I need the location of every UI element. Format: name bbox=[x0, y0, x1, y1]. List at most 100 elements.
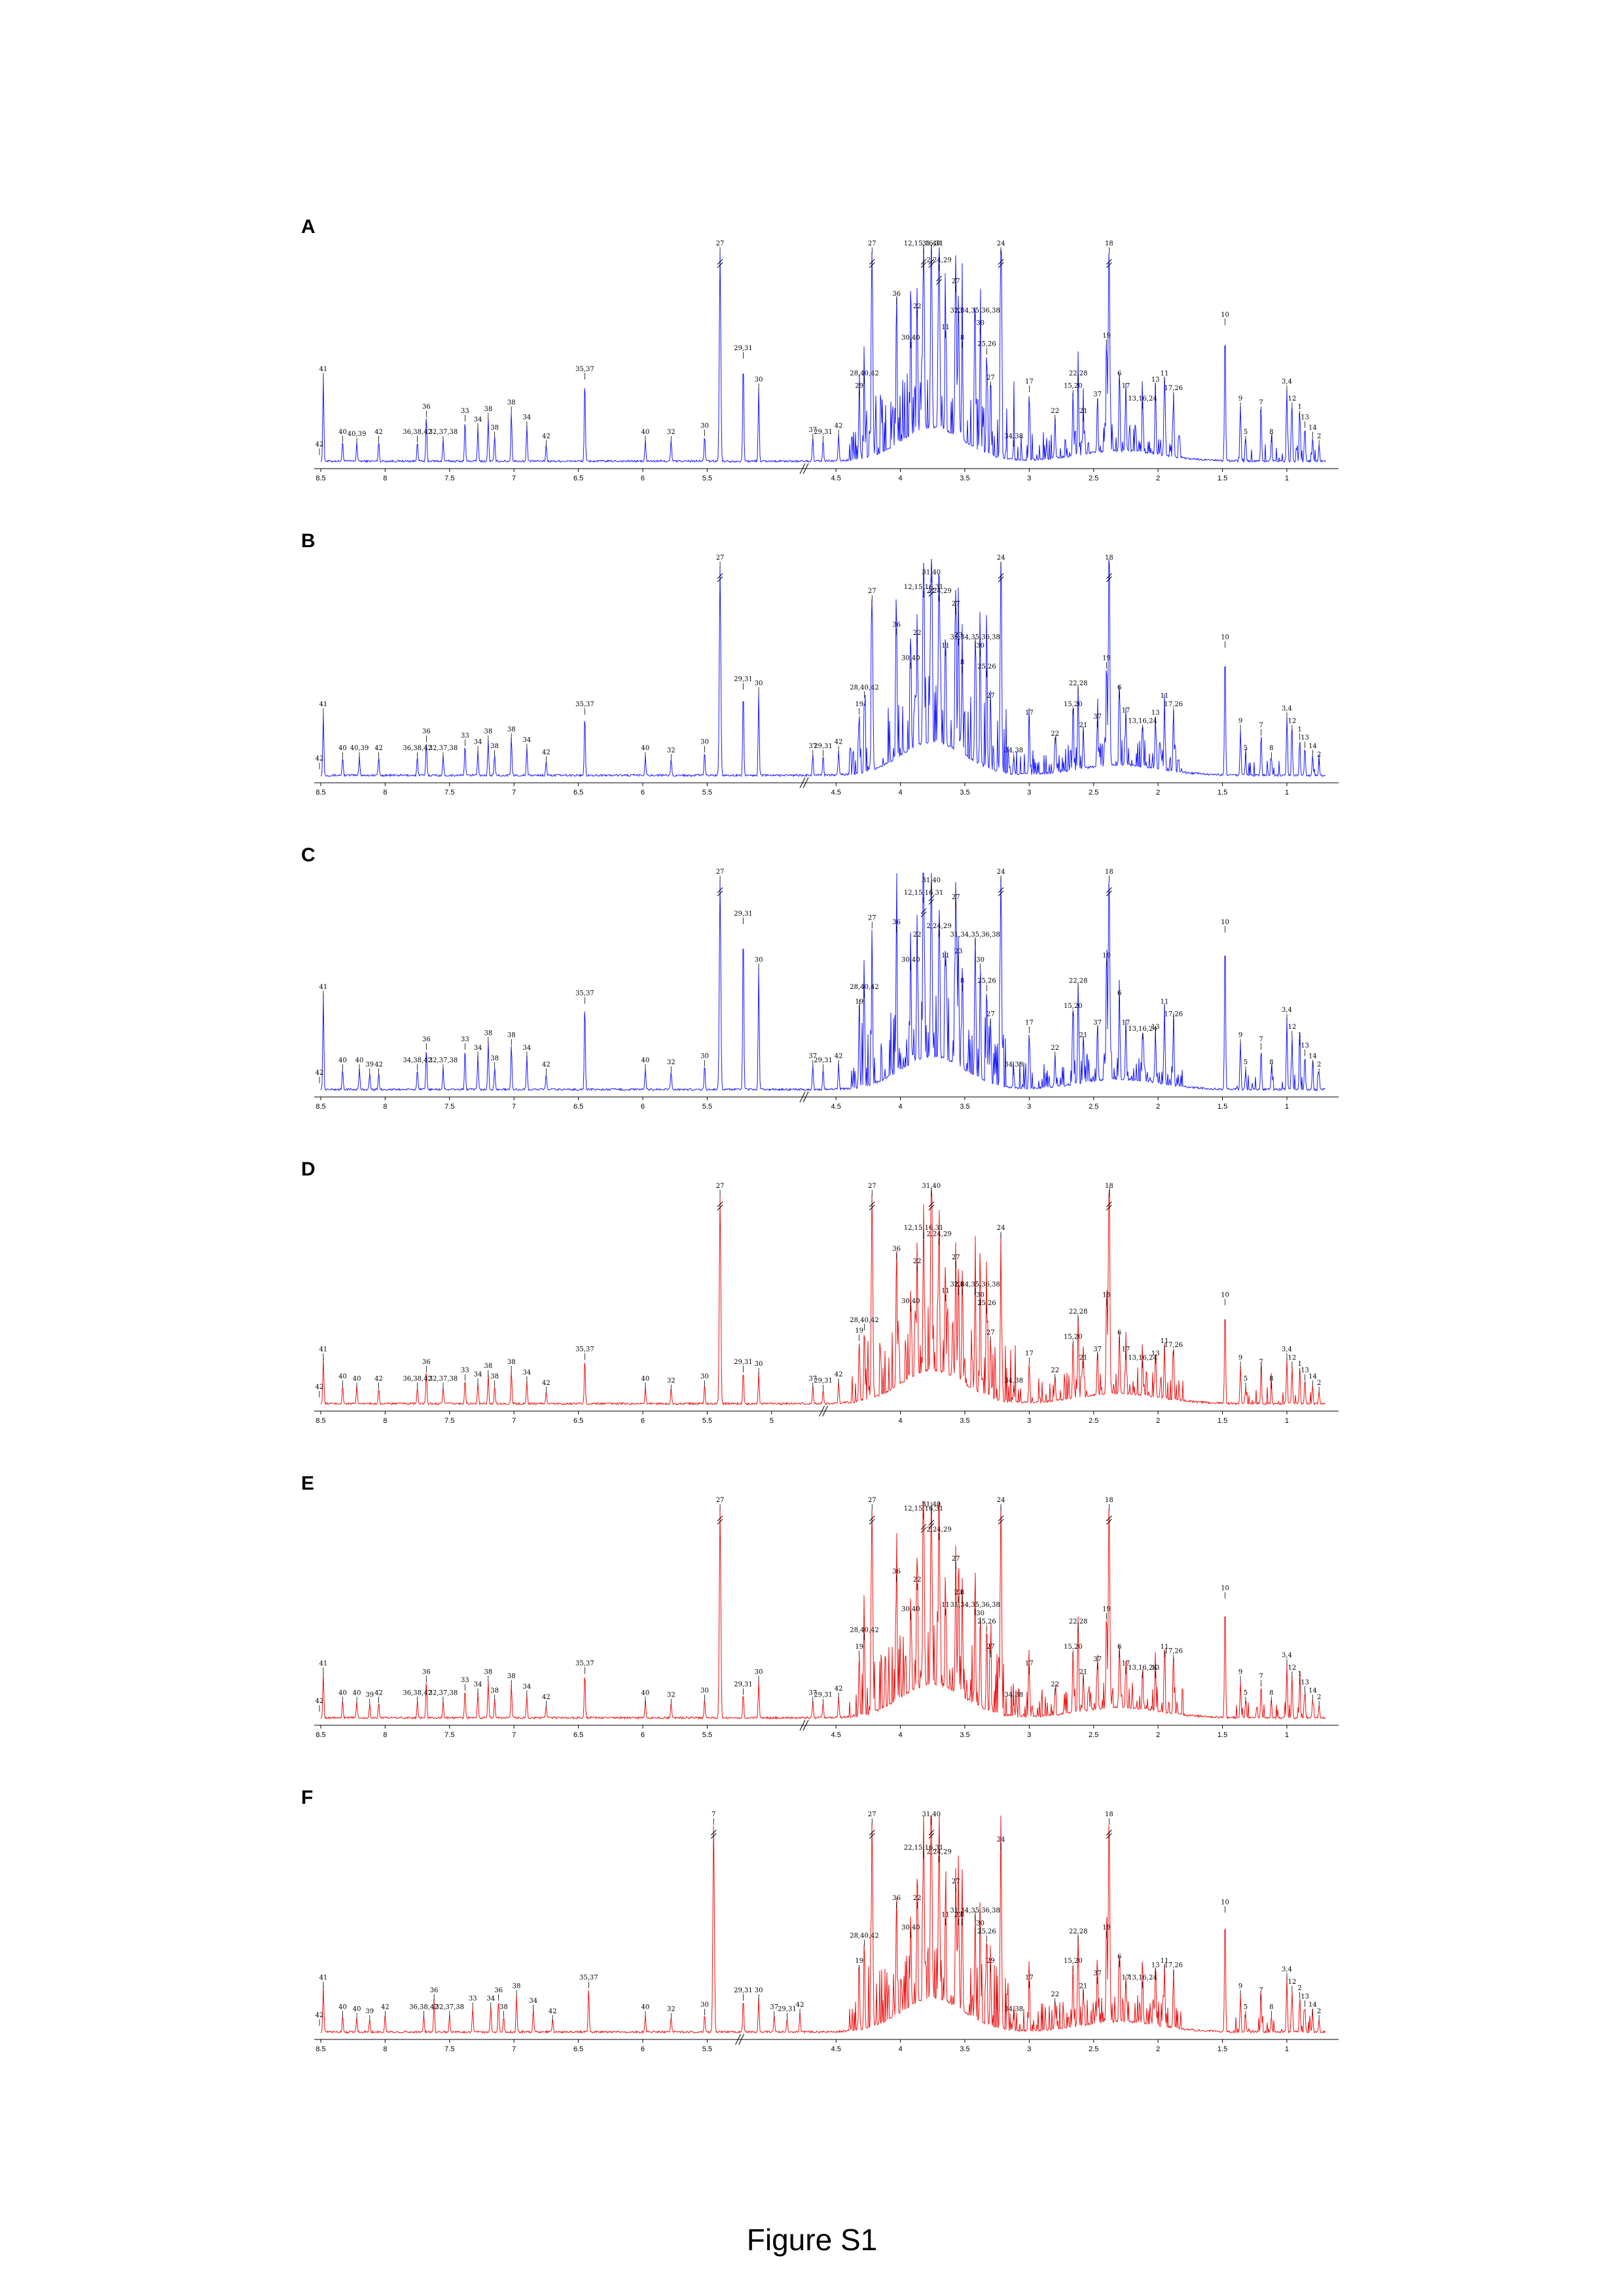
peak-annotation: 19 bbox=[1102, 332, 1111, 346]
peak-annotation: 1 bbox=[1297, 1671, 1302, 1685]
x-tick-label: 3 bbox=[1027, 789, 1031, 797]
peak-annotation: 42 bbox=[796, 2001, 804, 2016]
peak-break-mark bbox=[717, 262, 723, 268]
peak-annotation: 12 bbox=[1288, 718, 1296, 732]
peak-annotation: 42 bbox=[542, 1694, 550, 1708]
peak-annotation: 13,16,24 bbox=[1128, 1026, 1157, 1039]
peak-annotation: 34 bbox=[523, 414, 531, 428]
spectrum-panel-a: A 8.5 8 7.5 7 6.5 6 5.5 4.5 4 3.5 3 2.5 2 1.5 1 41 42 40 4… bbox=[301, 216, 1348, 504]
peak-label: 23 bbox=[954, 1912, 963, 1919]
peak-annotation: 36 bbox=[892, 291, 901, 304]
peak-label: 19 bbox=[855, 1327, 863, 1335]
peak-label: 30 bbox=[700, 739, 709, 746]
x-tick-label: 1 bbox=[1285, 475, 1289, 482]
peak-annotation: 38 bbox=[513, 1982, 521, 1997]
peak-annotation: 32 bbox=[667, 1059, 676, 1073]
peak-annotation: 27 bbox=[986, 1011, 995, 1025]
peak-annotation: 37 bbox=[1093, 713, 1102, 728]
peak-annotation: 23 bbox=[954, 1281, 963, 1295]
peak-label: 22 bbox=[913, 630, 922, 637]
peak-label: 3,4 bbox=[1282, 378, 1292, 386]
peak-annotation: 40 bbox=[641, 429, 649, 442]
peak-break-mark bbox=[920, 262, 927, 268]
peak-label: 42 bbox=[316, 1698, 324, 1705]
x-tick-label: 1.5 bbox=[1218, 2045, 1227, 2053]
peak-break-mark bbox=[717, 259, 723, 265]
peak-label: 27 bbox=[868, 1811, 876, 1818]
peak-annotation: 17 bbox=[1122, 383, 1130, 397]
peak-label: 32,37,38 bbox=[429, 1375, 458, 1382]
x-tick-label: 1.5 bbox=[1218, 475, 1227, 482]
peak-annotation: 28,40,42 bbox=[850, 984, 879, 997]
peak-annotation: 14 bbox=[1308, 743, 1317, 757]
peak-label: 8 bbox=[1269, 745, 1273, 752]
peak-annotation: 34 bbox=[474, 1371, 482, 1385]
peak-annotation: 36 bbox=[892, 1246, 901, 1259]
peak-label: 39 bbox=[365, 1061, 374, 1068]
x-tick-label: 7.5 bbox=[444, 789, 454, 797]
peak-label: 36,38,42 bbox=[403, 1689, 432, 1696]
peak-annotation: 29,31 bbox=[734, 1681, 753, 1695]
peak-annotation: 6 bbox=[1117, 370, 1121, 384]
peak-annotation: 42 bbox=[316, 755, 323, 770]
peak-label: 13,16,24 bbox=[1128, 1975, 1157, 1982]
panel-label-f: F bbox=[301, 1787, 314, 1808]
peak-annotation: 22,28 bbox=[1069, 1308, 1087, 1322]
peak-label: 12,15,16,31 bbox=[904, 584, 943, 591]
peak-label: 25,26 bbox=[977, 1619, 996, 1626]
peak-label: 30 bbox=[700, 1373, 709, 1380]
peak-label: 34,38 bbox=[1004, 747, 1023, 754]
spectrum-panel-f: F 8.5 8 7.5 7 6.5 6 5.5 4.5 4 3.5 3 2.5 2 1.5 1 41 42 40 4… bbox=[301, 1787, 1348, 2075]
peak-annotation: 41 bbox=[319, 1660, 327, 1674]
peak-label: 13 bbox=[1301, 414, 1309, 422]
x-tick-label: 4.5 bbox=[831, 2045, 841, 2053]
peak-label: 34 bbox=[523, 1369, 532, 1376]
peak-label: 36,38,42 bbox=[403, 429, 432, 436]
peak-annotation: 29 bbox=[855, 383, 863, 397]
peak-label: 14 bbox=[1308, 1053, 1317, 1060]
peak-label: 38 bbox=[513, 1982, 521, 1990]
peak-annotation: 39 bbox=[365, 2008, 374, 2022]
peak-annotation: 23 bbox=[954, 1912, 963, 1926]
peak-label: 19 bbox=[1102, 952, 1111, 960]
axis-break-mark bbox=[819, 1405, 825, 1417]
x-tick-label: 1 bbox=[1285, 1417, 1289, 1425]
peak-label: 13 bbox=[1151, 1664, 1160, 1672]
peak-label: 42 bbox=[549, 2008, 557, 2015]
peak-label: 8 bbox=[1269, 1689, 1273, 1696]
peak-annotation: 42 bbox=[835, 1685, 842, 1699]
peak-label: 5 bbox=[1244, 1375, 1248, 1382]
peak-break-mark bbox=[1106, 573, 1112, 579]
peak-label: 31,34,35,36,38 bbox=[950, 1907, 1000, 1914]
peak-annotation: 12 bbox=[1288, 1354, 1296, 1369]
peak-annotation: 11 bbox=[941, 1912, 950, 1926]
peak-annotation: 2,24,29 bbox=[927, 1526, 952, 1540]
peak-label: 3,4 bbox=[1282, 1007, 1292, 1014]
peak-label: 22,28 bbox=[1069, 977, 1088, 984]
peak-annotation: 27 bbox=[868, 1183, 876, 1211]
x-tick-label: 6 bbox=[641, 1731, 645, 1739]
peak-annotation: 30 bbox=[755, 376, 763, 390]
x-tick-label: 7.5 bbox=[444, 1417, 454, 1425]
peak-label: 42 bbox=[835, 422, 843, 429]
peak-label: 23 bbox=[954, 1589, 963, 1596]
peak-annotation: 31,34,35,36,38 bbox=[950, 634, 1000, 648]
peak-label: 2 bbox=[1317, 1694, 1321, 1701]
peak-label: 5 bbox=[1244, 2003, 1248, 2011]
peak-annotation: 21 bbox=[1079, 722, 1087, 736]
peak-label: 22 bbox=[913, 1895, 922, 1902]
peak-break-mark bbox=[936, 279, 942, 285]
peak-annotation: 39 bbox=[365, 1692, 374, 1706]
peak-label: 12,15,16,31 bbox=[904, 240, 943, 247]
peak-label: 22,15,16,31 bbox=[904, 1844, 943, 1852]
peak-annotation: 14 bbox=[1308, 425, 1317, 439]
peak-label: 12 bbox=[1288, 718, 1296, 725]
peak-label: 2 bbox=[1317, 751, 1321, 759]
peak-annotation: 18 bbox=[1105, 1497, 1113, 1525]
peak-label: 13,16,24 bbox=[1128, 1354, 1157, 1361]
peak-label: 37 bbox=[808, 1375, 817, 1382]
peak-annotation: 38 bbox=[507, 1673, 516, 1687]
peak-label: 36 bbox=[892, 1246, 901, 1253]
peak-label: 34 bbox=[523, 736, 532, 744]
peak-annotation: 27 bbox=[716, 1497, 724, 1525]
